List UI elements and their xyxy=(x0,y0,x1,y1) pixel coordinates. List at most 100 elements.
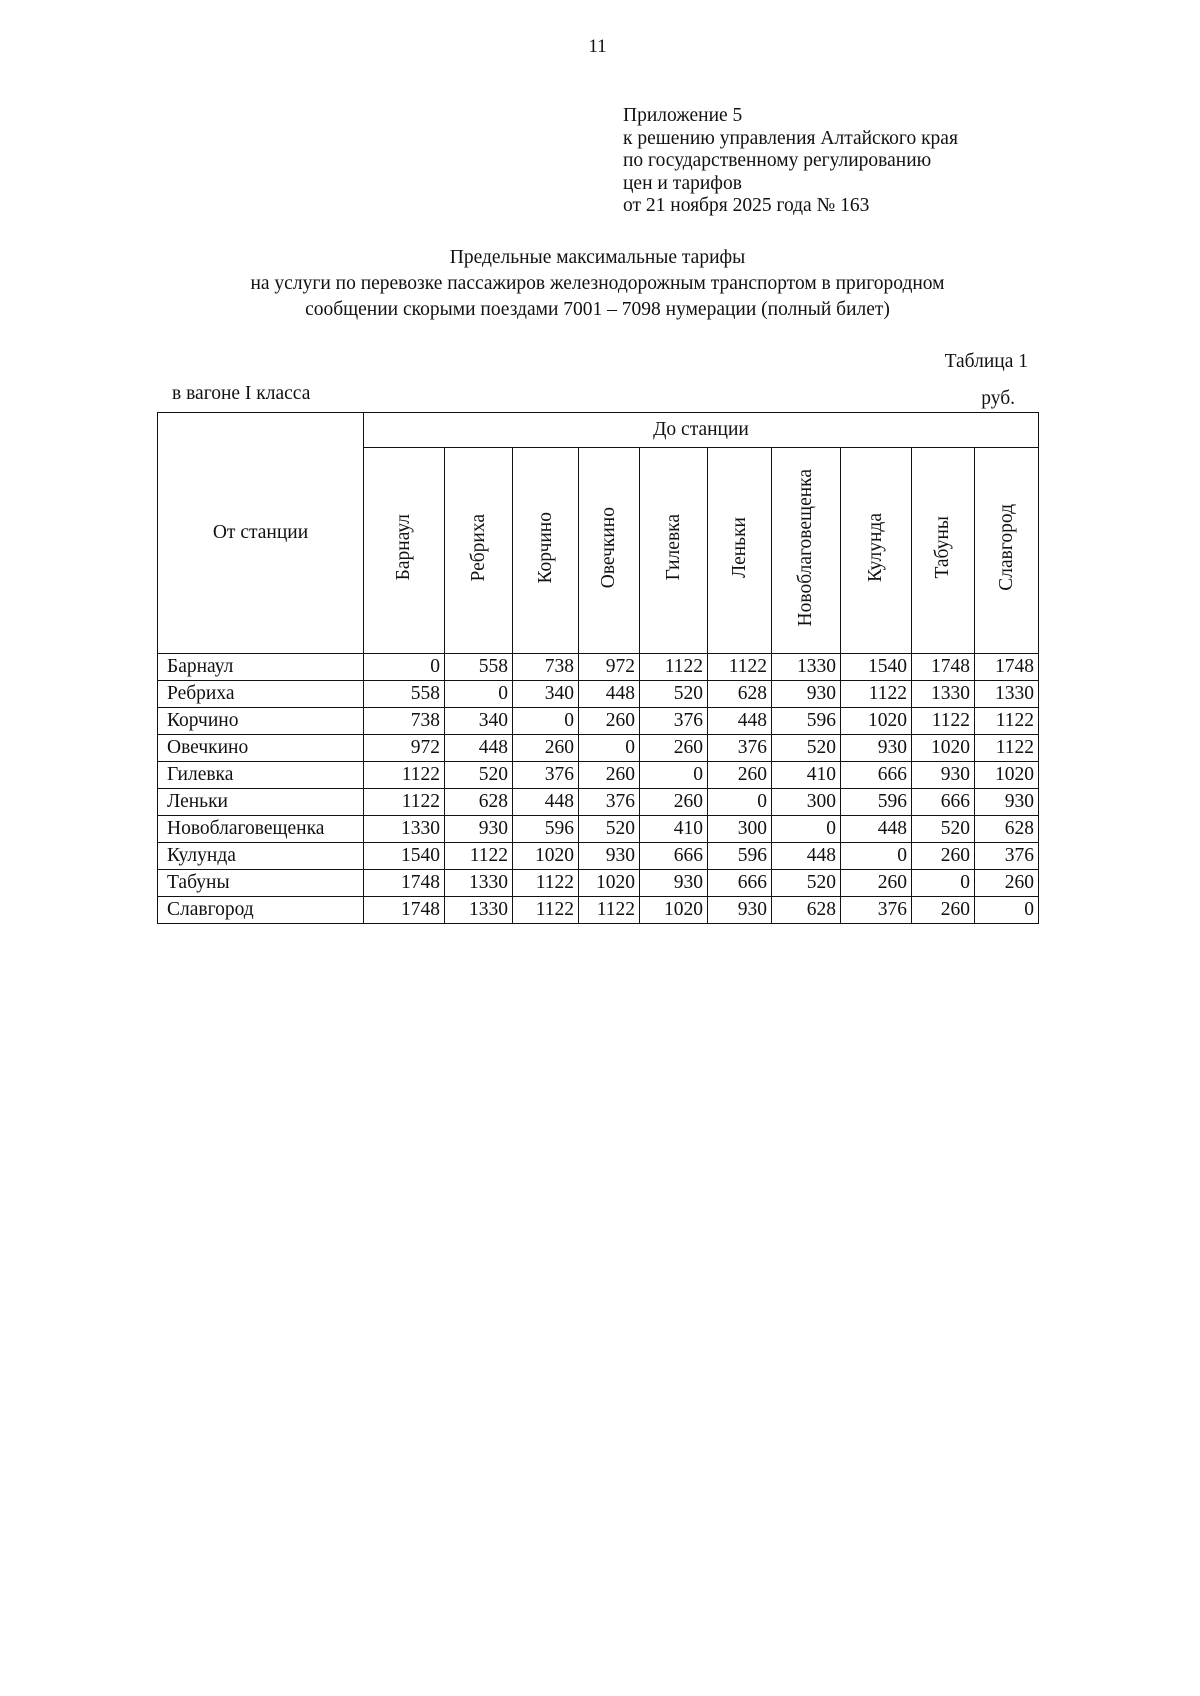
tariff-cell: 0 xyxy=(578,734,640,762)
tariff-cell: 628 xyxy=(974,815,1039,843)
row-station: Корчино xyxy=(157,707,364,735)
tariff-cell: 0 xyxy=(363,653,445,681)
table-row: Новоблаговещенка 1330 930 596 520 410 300 0 448 5… xyxy=(157,815,1039,843)
tariff-cell: 738 xyxy=(512,653,579,681)
tariff-cell: 1122 xyxy=(578,896,640,924)
title-line: Предельные максимальные тарифы xyxy=(449,247,746,268)
tariff-cell: 260 xyxy=(578,761,640,789)
column-header: Овечкино xyxy=(578,447,640,654)
tariff-cell: 1122 xyxy=(512,896,579,924)
table-row: Гилевка 1122 520 376 260 0 260 410 666 930 1020 xyxy=(157,761,1039,789)
tariff-cell: 1540 xyxy=(840,653,912,681)
tariff-cell: 260 xyxy=(974,869,1039,897)
tariff-cell: 596 xyxy=(840,788,912,816)
from-station-header: От станции xyxy=(157,412,364,654)
tariff-cell: 1020 xyxy=(512,842,579,870)
row-station: Табуны xyxy=(157,869,364,897)
appendix-line: от 21 ноября 2025 года № 163 xyxy=(623,195,870,216)
appendix-line: Приложение 5 xyxy=(623,105,743,126)
column-header-label: Леньки xyxy=(728,517,750,578)
tariff-cell: 1330 xyxy=(444,896,513,924)
tariff-cell: 520 xyxy=(639,680,708,708)
tariff-cell: 1122 xyxy=(363,761,445,789)
tariff-cell: 0 xyxy=(840,842,912,870)
tariff-cell: 0 xyxy=(512,707,579,735)
document-title: Предельные максимальные тарифы на услуги … xyxy=(0,245,1195,323)
table-row: Овечкино 972 448 260 0 260 376 520 930 1020 1122 xyxy=(157,734,1039,762)
column-header-label: Кулунда xyxy=(865,513,886,582)
tariff-cell: 376 xyxy=(512,761,579,789)
tariff-cell: 376 xyxy=(840,896,912,924)
tariff-cell: 972 xyxy=(578,653,640,681)
column-header: Корчино xyxy=(512,447,579,654)
tariff-cell: 1330 xyxy=(974,680,1039,708)
tariff-cell: 1122 xyxy=(444,842,513,870)
tariff-cell: 300 xyxy=(707,815,772,843)
tariff-cell: 930 xyxy=(707,896,772,924)
tariff-cell: 260 xyxy=(578,707,640,735)
tariff-cell: 930 xyxy=(911,761,975,789)
tariff-cell: 340 xyxy=(444,707,513,735)
tariff-cell: 260 xyxy=(512,734,579,762)
tariff-cell: 1020 xyxy=(911,734,975,762)
tariff-cell: 1020 xyxy=(840,707,912,735)
tariff-cell: 520 xyxy=(444,761,513,789)
tariff-cell: 1748 xyxy=(363,896,445,924)
tariff-cell: 628 xyxy=(444,788,513,816)
tariff-cell: 260 xyxy=(707,761,772,789)
tariff-cell: 1122 xyxy=(639,653,708,681)
column-header: Гилевка xyxy=(639,447,708,654)
row-station: Барнаул xyxy=(157,653,364,681)
tariff-cell: 448 xyxy=(444,734,513,762)
tariff-cell: 448 xyxy=(771,842,841,870)
table-row: Кулунда 1540 1122 1020 930 666 596 448 0 260 376 xyxy=(157,842,1039,870)
tariff-cell: 0 xyxy=(707,788,772,816)
table-row: Леньки 1122 628 448 376 260 0 300 596 666 930 xyxy=(157,788,1039,816)
tariff-cell: 930 xyxy=(639,869,708,897)
row-station: Леньки xyxy=(157,788,364,816)
tariff-cell: 448 xyxy=(707,707,772,735)
tariff-cell: 1122 xyxy=(512,869,579,897)
column-header: Барнаул xyxy=(363,447,445,654)
tariff-cell: 596 xyxy=(771,707,841,735)
tariff-cell: 666 xyxy=(911,788,975,816)
tariff-cell: 1122 xyxy=(911,707,975,735)
page-number: 11 xyxy=(588,36,607,57)
tariff-cell: 1020 xyxy=(974,761,1039,789)
tariff-cell: 666 xyxy=(840,761,912,789)
tariff-cell: 376 xyxy=(974,842,1039,870)
tariff-cell: 1330 xyxy=(911,680,975,708)
tariff-cell: 1540 xyxy=(363,842,445,870)
tariff-cell: 558 xyxy=(363,680,445,708)
column-header: Новоблаговещенка xyxy=(771,447,841,654)
tariff-cell: 520 xyxy=(911,815,975,843)
tariff-cell: 376 xyxy=(639,707,708,735)
table-row: Корчино 738 340 0 260 376 448 596 1020 1122 1122 xyxy=(157,707,1039,735)
appendix-line: цен и тарифов xyxy=(623,172,742,194)
tariff-cell: 1748 xyxy=(974,653,1039,681)
to-station-header: До станции xyxy=(363,412,1039,448)
tariff-cell: 260 xyxy=(840,869,912,897)
column-header-label: Гилевка xyxy=(662,514,684,581)
tariff-cell: 520 xyxy=(771,869,841,897)
tariff-cell: 1122 xyxy=(974,707,1039,735)
table-row: Барнаул 0 558 738 972 1122 1122 1330 1540 1748 174… xyxy=(157,653,1039,681)
tariff-cell: 972 xyxy=(363,734,445,762)
tariff-cell: 1330 xyxy=(444,869,513,897)
tariff-cell: 0 xyxy=(771,815,841,843)
tariff-cell: 0 xyxy=(639,761,708,789)
column-header: Леньки xyxy=(707,447,772,654)
unit-label: руб. xyxy=(981,388,1015,409)
tariff-cell: 410 xyxy=(771,761,841,789)
table-row: Табуны 1748 1330 1122 1020 930 666 520 260 0 260 xyxy=(157,869,1039,897)
column-header-label: Новоблаговещенка xyxy=(795,468,816,627)
tariff-cell: 260 xyxy=(639,788,708,816)
tariff-cell: 340 xyxy=(512,680,579,708)
row-station: Ребриха xyxy=(157,680,364,708)
tariff-cell: 738 xyxy=(363,707,445,735)
tariff-cell: 300 xyxy=(771,788,841,816)
tariff-cell: 0 xyxy=(444,680,513,708)
table-row: Ребриха 558 0 340 448 520 628 930 1122 1330 1330 xyxy=(157,680,1039,708)
table-number: Таблица 1 xyxy=(944,351,1028,372)
